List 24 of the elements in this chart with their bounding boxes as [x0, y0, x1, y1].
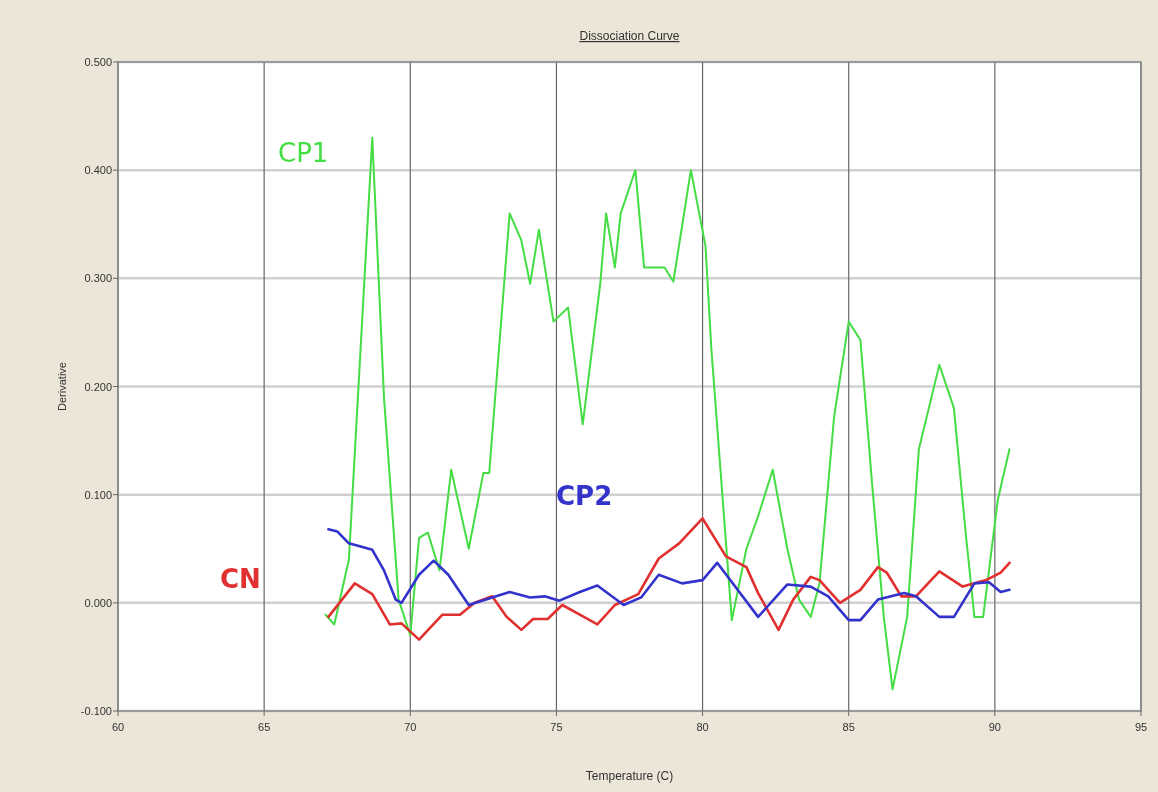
x-tick-label: 90 [988, 721, 1001, 733]
line-series [324, 136, 1011, 691]
text: CN [220, 564, 261, 594]
text: CP2 [556, 481, 613, 511]
x-tick-label: 85 [842, 721, 855, 733]
chart-title: Dissociation Curve [579, 29, 680, 43]
x-tick-label: 70 [404, 721, 417, 733]
x-tick-label: 95 [1134, 721, 1148, 733]
series-label: CP1 [278, 138, 329, 168]
x-tick-label: 75 [550, 721, 563, 733]
y-tick-label: -0.100 [80, 705, 112, 717]
y-tick-label: 0.200 [84, 380, 112, 393]
x-axis-title: Temperature (C) [585, 769, 674, 783]
y-tick-label: 0.000 [84, 596, 112, 609]
y-tick-label: 0.300 [84, 272, 112, 285]
line-series [327, 517, 1011, 641]
y-tick-label: 0.100 [84, 488, 112, 501]
line-series [327, 527, 1011, 622]
x-tick-label: 60 [111, 721, 125, 733]
y-axis-title: Derivative [56, 362, 68, 411]
x-tick-label: 65 [258, 721, 271, 733]
x-tick-label: 80 [696, 721, 709, 733]
y-tick-label: 0.400 [84, 164, 112, 177]
y-tick-label: 0.500 [84, 56, 112, 68]
